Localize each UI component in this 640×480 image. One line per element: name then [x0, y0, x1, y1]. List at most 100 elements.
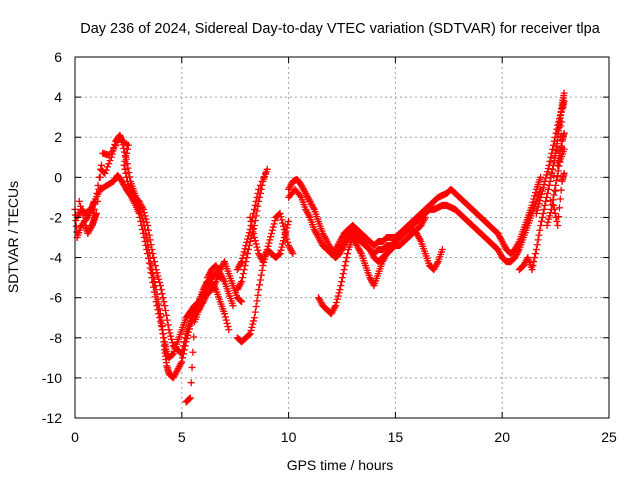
data-point — [540, 205, 548, 213]
data-point — [143, 218, 151, 226]
data-point — [102, 166, 110, 174]
data-point — [553, 217, 561, 225]
data-point — [123, 149, 131, 157]
data-point — [156, 282, 164, 290]
grid-lines — [75, 57, 609, 418]
data-point — [181, 334, 189, 342]
data-point — [309, 204, 317, 212]
data-point — [124, 177, 132, 185]
data-point — [245, 331, 253, 339]
data-point — [337, 282, 345, 290]
data-point — [223, 319, 231, 327]
data-point — [296, 192, 304, 200]
data-point — [552, 181, 560, 189]
data-point — [554, 167, 562, 175]
data-point — [537, 173, 545, 181]
data-point — [555, 162, 563, 170]
series-track-g — [246, 209, 297, 266]
data-point — [253, 193, 261, 201]
data-point — [158, 290, 166, 298]
data-point — [155, 275, 163, 283]
data-point — [246, 213, 254, 221]
y-tick-label: 2 — [54, 129, 62, 145]
data-point — [243, 238, 251, 246]
data-point — [542, 197, 550, 205]
data-point — [534, 203, 542, 211]
y-tick-label: 6 — [54, 49, 62, 65]
data-point — [264, 242, 272, 250]
series-track-i — [285, 185, 545, 266]
data-point — [240, 248, 248, 256]
data-point — [250, 314, 258, 322]
data-point — [305, 212, 313, 220]
data-point — [260, 173, 268, 181]
data-point — [532, 246, 540, 254]
data-point — [250, 229, 258, 237]
data-point — [124, 145, 132, 153]
data-point — [543, 189, 551, 197]
data-point — [153, 290, 161, 298]
data-point — [557, 122, 565, 130]
data-point — [157, 286, 165, 294]
data-point — [341, 262, 349, 270]
y-tick-label: -2 — [50, 209, 63, 225]
data-point — [80, 217, 88, 225]
data-point — [546, 212, 554, 220]
data-point — [250, 209, 258, 217]
data-point — [225, 326, 233, 334]
data-point — [241, 262, 249, 270]
y-tick-label: -6 — [50, 290, 63, 306]
data-point — [556, 195, 564, 203]
data-point — [543, 168, 551, 176]
data-point — [335, 289, 343, 297]
data-point — [554, 221, 562, 229]
data-point — [140, 209, 148, 217]
data-point — [542, 174, 550, 182]
data-point — [150, 278, 158, 286]
data-point — [267, 233, 275, 241]
data-point — [222, 316, 230, 324]
data-point — [532, 189, 540, 197]
data-point — [536, 226, 544, 234]
data-point — [277, 246, 285, 254]
data-point — [547, 153, 555, 161]
data-point — [538, 213, 546, 221]
data-point — [252, 302, 260, 310]
data-point — [162, 311, 170, 319]
series-track-f — [233, 165, 271, 294]
series-track-d — [182, 262, 237, 406]
data-point — [121, 157, 129, 165]
data-point — [186, 394, 194, 402]
data-point — [154, 272, 162, 280]
data-point — [262, 169, 270, 177]
data-point — [547, 205, 555, 213]
data-point — [541, 177, 549, 185]
data-point — [551, 133, 559, 141]
data-point — [145, 231, 153, 239]
data-point — [555, 118, 563, 126]
data-point — [141, 212, 149, 220]
data-point — [244, 235, 252, 243]
data-point — [144, 221, 152, 229]
data-point — [544, 165, 552, 173]
data-point — [141, 225, 149, 233]
data-point — [533, 241, 541, 249]
data-point — [253, 297, 261, 305]
data-point — [533, 206, 541, 214]
data-point — [139, 205, 147, 213]
data-point — [540, 181, 548, 189]
data-point — [285, 217, 293, 225]
data-point — [336, 286, 344, 294]
data-point — [221, 313, 229, 321]
data-point — [252, 240, 260, 248]
data-point — [279, 237, 287, 245]
data-point — [537, 193, 545, 201]
data-point — [421, 213, 429, 221]
series-track-m — [532, 97, 568, 229]
data-point — [283, 235, 291, 243]
data-point — [178, 358, 186, 366]
data-point — [546, 209, 554, 217]
data-point — [78, 207, 86, 215]
data-point — [150, 258, 158, 266]
